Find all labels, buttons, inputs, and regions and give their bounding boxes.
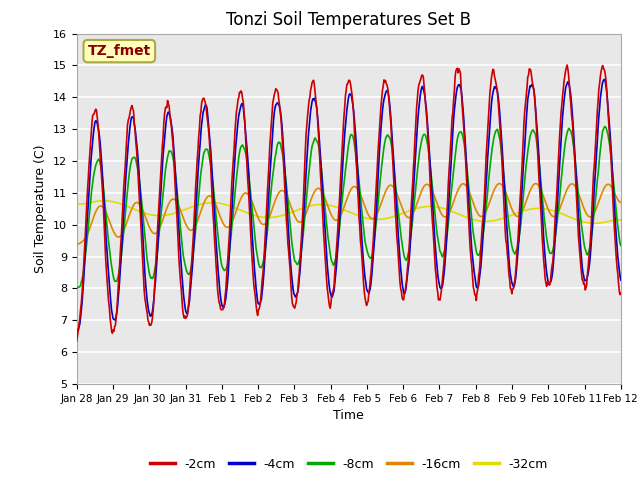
Title: Tonzi Soil Temperatures Set B: Tonzi Soil Temperatures Set B: [227, 11, 471, 29]
Legend: -2cm, -4cm, -8cm, -16cm, -32cm: -2cm, -4cm, -8cm, -16cm, -32cm: [145, 453, 553, 476]
Text: TZ_fmet: TZ_fmet: [88, 44, 151, 58]
Y-axis label: Soil Temperature (C): Soil Temperature (C): [35, 144, 47, 273]
X-axis label: Time: Time: [333, 409, 364, 422]
